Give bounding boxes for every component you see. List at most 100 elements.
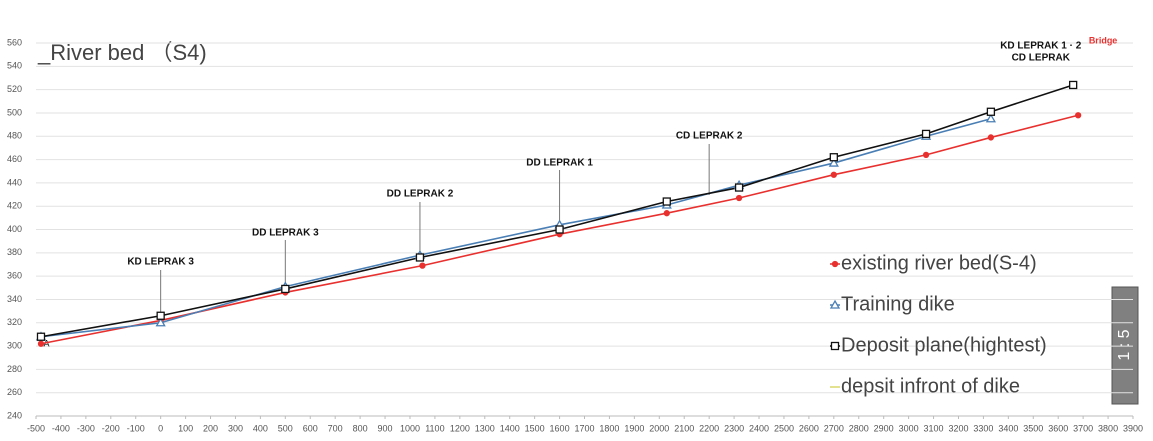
y-tick-label: 520 bbox=[7, 84, 22, 94]
annotation: KD LEPRAK 1 · 2 bbox=[1000, 41, 1082, 52]
x-tick-label: 2000 bbox=[649, 423, 669, 433]
x-tick-label: 3400 bbox=[998, 423, 1018, 433]
x-tick-label: 3700 bbox=[1073, 423, 1093, 433]
x-tick-label: 3100 bbox=[924, 423, 944, 433]
point bbox=[37, 340, 45, 347]
x-tick-label: 2100 bbox=[674, 423, 694, 433]
x-tick-label: 1100 bbox=[425, 423, 444, 433]
x-tick-label: 2200 bbox=[699, 423, 719, 433]
x-tick-label: 1300 bbox=[475, 423, 495, 433]
point bbox=[829, 299, 841, 309]
legend-label: Training dike bbox=[841, 293, 955, 315]
point bbox=[922, 151, 930, 159]
y-tick-label: 260 bbox=[7, 387, 22, 397]
x-tick-label: 1800 bbox=[599, 423, 619, 433]
x-tick-label: 600 bbox=[303, 423, 318, 433]
annotation: DD LEPRAK 2 bbox=[387, 189, 454, 200]
point bbox=[155, 317, 166, 327]
y-tick-label: 380 bbox=[7, 247, 22, 257]
x-tick-label: 2400 bbox=[749, 423, 769, 433]
point bbox=[555, 225, 564, 234]
x-tick-label: 0 bbox=[158, 423, 163, 433]
x-tick-label: 1000 bbox=[400, 423, 420, 433]
x-tick-label: 3800 bbox=[1098, 423, 1118, 433]
y-tick-label: 280 bbox=[7, 364, 22, 374]
y-tick-label: 320 bbox=[7, 317, 22, 327]
y-tick-label: 420 bbox=[7, 201, 22, 211]
annotation: CD LEPRAK 2 bbox=[676, 131, 743, 142]
x-tick-label: 900 bbox=[378, 423, 393, 433]
y-tick-label: 560 bbox=[7, 37, 22, 47]
x-tick-label: 1400 bbox=[500, 423, 520, 433]
scale-box bbox=[1111, 286, 1139, 405]
x-tick-label: 1600 bbox=[550, 423, 570, 433]
y-tick-label: 540 bbox=[7, 61, 22, 71]
x-tick-label: 2600 bbox=[799, 423, 819, 433]
point bbox=[831, 260, 839, 268]
x-tick-label: 2300 bbox=[724, 423, 744, 433]
legend-label: Deposit plane(hightest) bbox=[841, 334, 1047, 356]
x-tick-label: 500 bbox=[278, 423, 293, 433]
x-tick-label: -300 bbox=[77, 423, 95, 433]
y-tick-label: 400 bbox=[7, 224, 22, 234]
point bbox=[829, 153, 838, 162]
annotation: CD LEPRAK bbox=[1012, 53, 1071, 64]
x-tick-label: 2800 bbox=[849, 423, 869, 433]
x-tick-label: 3600 bbox=[1048, 423, 1068, 433]
point bbox=[1075, 112, 1082, 119]
point bbox=[735, 194, 743, 202]
x-tick-label: 2900 bbox=[874, 423, 894, 433]
y-tick-label: 340 bbox=[7, 294, 22, 304]
point bbox=[36, 332, 46, 341]
x-tick-label: 400 bbox=[253, 423, 268, 433]
y-tick-label: 500 bbox=[7, 107, 22, 117]
point bbox=[987, 134, 995, 141]
x-tick-label: -200 bbox=[102, 423, 120, 433]
x-tick-label: 3500 bbox=[1023, 423, 1043, 433]
x-tick-label: 200 bbox=[203, 423, 218, 433]
x-tick-label: 3900 bbox=[1123, 423, 1143, 433]
x-tick-label: 1700 bbox=[574, 423, 594, 433]
x-tick-label: 1900 bbox=[624, 423, 644, 433]
point bbox=[662, 197, 671, 206]
point bbox=[419, 262, 426, 269]
annotation: DD LEPRAK 3 bbox=[252, 228, 319, 239]
point bbox=[921, 129, 931, 139]
point bbox=[734, 183, 744, 192]
x-tick-label: 100 bbox=[178, 423, 193, 433]
annotation: KD LEPRAK 3 bbox=[127, 257, 194, 268]
x-tick-label: 300 bbox=[228, 423, 243, 433]
x-tick-label: 3200 bbox=[948, 423, 968, 433]
point bbox=[985, 113, 997, 123]
y-tick-label: 440 bbox=[7, 177, 22, 187]
x-tick-label: 1500 bbox=[525, 423, 545, 433]
scale-note: 1 : 5 bbox=[1116, 329, 1133, 360]
legend-label: existing river bed(S-4) bbox=[841, 252, 1037, 274]
annotation: DD LEPRAK 1 bbox=[526, 158, 593, 169]
x-tick-label: 1200 bbox=[450, 423, 470, 433]
point bbox=[830, 171, 837, 178]
x-tick-label: 3000 bbox=[899, 423, 919, 433]
point bbox=[1069, 80, 1078, 90]
point bbox=[828, 157, 839, 167]
annotation: Bridge bbox=[1089, 35, 1118, 45]
x-tick-label: -400 bbox=[52, 423, 70, 433]
x-tick-label: -500 bbox=[27, 423, 45, 433]
x-tick-label: 800 bbox=[353, 423, 368, 433]
x-tick-label: 2500 bbox=[774, 423, 794, 433]
point bbox=[830, 341, 840, 351]
x-tick-label: 2700 bbox=[824, 423, 844, 433]
y-tick-label: 460 bbox=[7, 154, 22, 164]
y-tick-label: 360 bbox=[7, 271, 22, 281]
legend-label: depsit infront of dike bbox=[841, 375, 1020, 397]
x-tick-label: -100 bbox=[127, 423, 145, 433]
point bbox=[986, 107, 996, 116]
point bbox=[281, 284, 290, 294]
point bbox=[663, 210, 670, 217]
point bbox=[156, 311, 165, 320]
y-tick-label: 300 bbox=[7, 340, 22, 350]
y-tick-label: 480 bbox=[7, 131, 22, 141]
x-tick-label: 700 bbox=[328, 423, 343, 433]
point bbox=[415, 253, 425, 262]
